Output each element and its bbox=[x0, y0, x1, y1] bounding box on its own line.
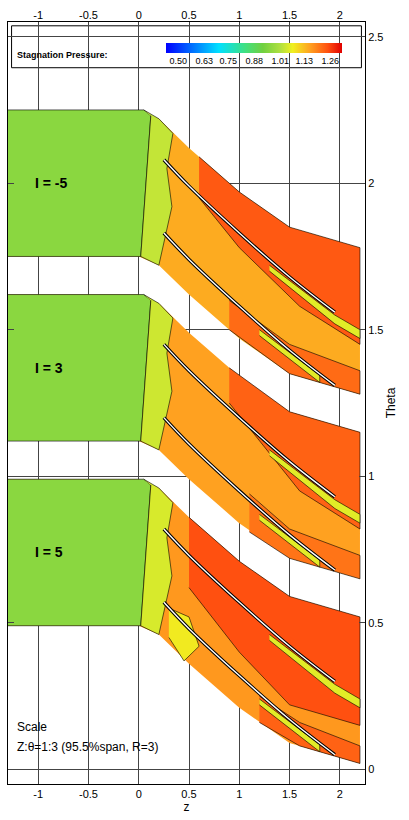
svg-text:0: 0 bbox=[136, 9, 142, 21]
svg-text:1: 1 bbox=[368, 470, 374, 482]
svg-text:2.5: 2.5 bbox=[368, 31, 383, 43]
svg-text:0.5: 0.5 bbox=[181, 9, 196, 21]
svg-text:0.5: 0.5 bbox=[181, 788, 196, 800]
svg-text:0: 0 bbox=[136, 788, 142, 800]
svg-text:Theta: Theta bbox=[384, 387, 398, 418]
svg-text:z: z bbox=[184, 800, 190, 814]
svg-text:0.75: 0.75 bbox=[220, 56, 238, 66]
svg-text:1: 1 bbox=[236, 788, 242, 800]
svg-text:2: 2 bbox=[337, 788, 343, 800]
svg-text:Z:θ=1:3 (95.5%span, R=3): Z:θ=1:3 (95.5%span, R=3) bbox=[17, 740, 158, 754]
svg-text:1.5: 1.5 bbox=[368, 324, 383, 336]
svg-text:-1: -1 bbox=[33, 9, 43, 21]
svg-text:-1: -1 bbox=[33, 788, 43, 800]
svg-text:2: 2 bbox=[368, 177, 374, 189]
svg-text:1.5: 1.5 bbox=[282, 9, 297, 21]
svg-text:1.01: 1.01 bbox=[272, 56, 290, 66]
svg-text:I = 5: I = 5 bbox=[35, 544, 63, 560]
svg-text:1.13: 1.13 bbox=[296, 56, 314, 66]
svg-text:0.50: 0.50 bbox=[170, 56, 188, 66]
svg-text:I = -5: I = -5 bbox=[35, 175, 68, 191]
svg-text:2: 2 bbox=[337, 9, 343, 21]
svg-text:0.63: 0.63 bbox=[196, 56, 214, 66]
svg-text:I = 3: I = 3 bbox=[35, 360, 63, 376]
svg-text:-0.5: -0.5 bbox=[79, 788, 98, 800]
svg-text:1.5: 1.5 bbox=[282, 788, 297, 800]
svg-text:Stagnation Pressure:: Stagnation Pressure: bbox=[17, 50, 108, 60]
svg-text:1: 1 bbox=[236, 9, 242, 21]
svg-text:0: 0 bbox=[368, 763, 374, 775]
svg-text:1.26: 1.26 bbox=[322, 56, 340, 66]
svg-text:0.5: 0.5 bbox=[368, 617, 383, 629]
svg-text:-0.5: -0.5 bbox=[79, 9, 98, 21]
svg-text:Scale: Scale bbox=[17, 720, 47, 734]
svg-text:0.88: 0.88 bbox=[246, 56, 264, 66]
